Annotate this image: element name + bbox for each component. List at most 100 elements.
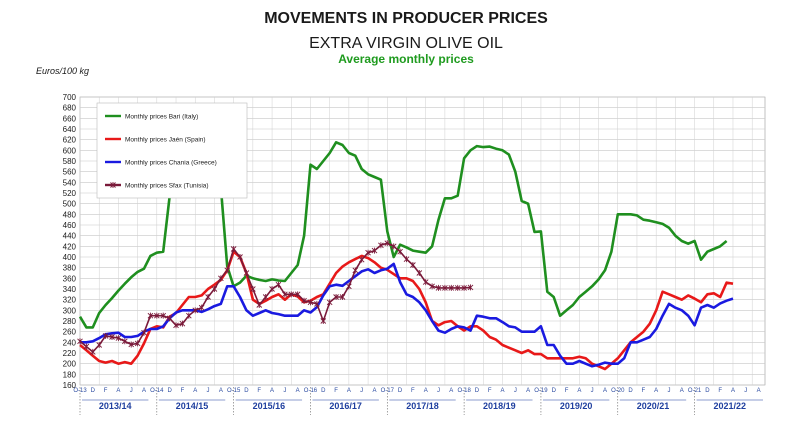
series-marker bbox=[205, 294, 211, 300]
x-month-label: A bbox=[603, 388, 607, 394]
x-month-label: A bbox=[347, 388, 351, 394]
x-month-label: A bbox=[757, 388, 761, 394]
x-month-label: F bbox=[565, 388, 569, 394]
series-marker bbox=[269, 286, 275, 292]
x-month-label: J bbox=[283, 388, 286, 394]
y-tick-label: 160 bbox=[63, 381, 77, 390]
y-tick-label: 400 bbox=[63, 253, 77, 262]
x-month-label: A bbox=[577, 388, 581, 394]
x-month-label: O-21 bbox=[688, 388, 702, 394]
legend-label: Monthly prices Jaén (Spain) bbox=[125, 137, 206, 144]
series-marker bbox=[192, 307, 199, 314]
x-month-label: A bbox=[193, 388, 197, 394]
x-month-label: D bbox=[244, 388, 249, 394]
x-month-label: A bbox=[424, 388, 428, 394]
series-marker bbox=[211, 286, 218, 292]
season-label: 2017/18 bbox=[406, 401, 439, 411]
series-marker bbox=[371, 247, 378, 254]
x-month-label: O-13 bbox=[73, 388, 87, 394]
x-month-label: O-16 bbox=[304, 388, 318, 394]
series-marker bbox=[147, 312, 154, 319]
season-label: 2016/17 bbox=[329, 401, 362, 411]
series-marker bbox=[109, 334, 115, 340]
x-month-label: F bbox=[642, 388, 646, 394]
y-tick-label: 240 bbox=[63, 338, 77, 347]
series-marker bbox=[378, 242, 384, 249]
x-month-label: D bbox=[705, 388, 710, 394]
x-month-label: A bbox=[526, 388, 530, 394]
series-marker bbox=[128, 341, 135, 348]
x-month-label: J bbox=[591, 388, 594, 394]
y-tick-label: 300 bbox=[63, 306, 77, 315]
series-marker bbox=[384, 240, 391, 247]
legend-label: Monthly prices Chania (Greece) bbox=[125, 160, 217, 167]
season-label: 2014/15 bbox=[176, 401, 209, 411]
series-line-2 bbox=[79, 250, 734, 371]
y-axis-unit: Euros/100 kg bbox=[36, 66, 90, 76]
series-marker bbox=[218, 275, 224, 282]
series-marker bbox=[288, 291, 295, 298]
x-month-label: J bbox=[437, 388, 440, 394]
series-marker bbox=[237, 254, 243, 260]
x-month-label: O-15 bbox=[227, 388, 241, 394]
series-marker bbox=[198, 304, 205, 311]
x-month-label: A bbox=[501, 388, 505, 394]
y-tick-label: 700 bbox=[63, 93, 77, 102]
series-marker bbox=[365, 249, 371, 256]
season-label: 2021/22 bbox=[714, 401, 747, 411]
season-label: 2020/21 bbox=[637, 401, 670, 411]
y-tick-label: 640 bbox=[63, 125, 77, 134]
chart-subsubtitle: Average monthly prices bbox=[338, 52, 474, 66]
x-month-label: O-20 bbox=[611, 388, 625, 394]
y-tick-label: 340 bbox=[63, 285, 77, 294]
series-marker bbox=[358, 256, 365, 263]
series-marker bbox=[96, 342, 103, 348]
series-marker bbox=[416, 270, 423, 276]
legend-marker bbox=[110, 182, 116, 188]
series-marker bbox=[102, 332, 109, 339]
x-month-label: F bbox=[718, 388, 722, 394]
series-marker bbox=[422, 279, 429, 286]
x-month-label: A bbox=[296, 388, 300, 394]
series-marker bbox=[410, 262, 416, 268]
series-marker bbox=[262, 294, 269, 300]
series-marker bbox=[397, 248, 403, 255]
season-label: 2019/20 bbox=[560, 401, 593, 411]
series-marker bbox=[243, 270, 250, 276]
series-marker bbox=[250, 286, 256, 292]
series-marker bbox=[166, 315, 173, 322]
series-marker bbox=[179, 320, 186, 327]
series-marker bbox=[461, 284, 467, 291]
x-month-label: A bbox=[372, 388, 376, 394]
chart-subtitle: EXTRA VIRGIN OLIVE OIL bbox=[309, 35, 503, 52]
series-marker bbox=[141, 329, 147, 336]
y-tick-label: 540 bbox=[63, 178, 77, 187]
y-tick-label: 260 bbox=[63, 328, 77, 337]
x-month-label: O-14 bbox=[150, 388, 164, 394]
series-marker bbox=[390, 243, 397, 250]
series-marker bbox=[294, 291, 301, 298]
series-marker bbox=[173, 322, 179, 329]
chart-title: MOVEMENTS IN PRODUCER PRICES bbox=[264, 10, 548, 27]
x-month-label: A bbox=[731, 388, 735, 394]
y-tick-label: 440 bbox=[63, 232, 77, 241]
x-month-label: D bbox=[398, 388, 403, 394]
series-marker bbox=[160, 312, 167, 319]
series-marker bbox=[224, 267, 231, 274]
y-tick-label: 660 bbox=[63, 114, 77, 123]
x-month-label: A bbox=[270, 388, 274, 394]
season-label: 2015/16 bbox=[253, 401, 286, 411]
series-marker bbox=[134, 340, 141, 347]
y-tick-label: 560 bbox=[63, 168, 77, 177]
x-month-label: F bbox=[488, 388, 492, 394]
legend-box bbox=[96, 102, 248, 199]
x-month-label: D bbox=[552, 388, 557, 394]
series-marker bbox=[467, 284, 474, 291]
series-marker bbox=[154, 312, 160, 319]
y-tick-label: 180 bbox=[63, 370, 77, 379]
series-marker bbox=[403, 256, 410, 263]
series-marker bbox=[186, 312, 192, 319]
x-month-label: A bbox=[116, 388, 120, 394]
x-month-label: O-17 bbox=[381, 388, 395, 394]
